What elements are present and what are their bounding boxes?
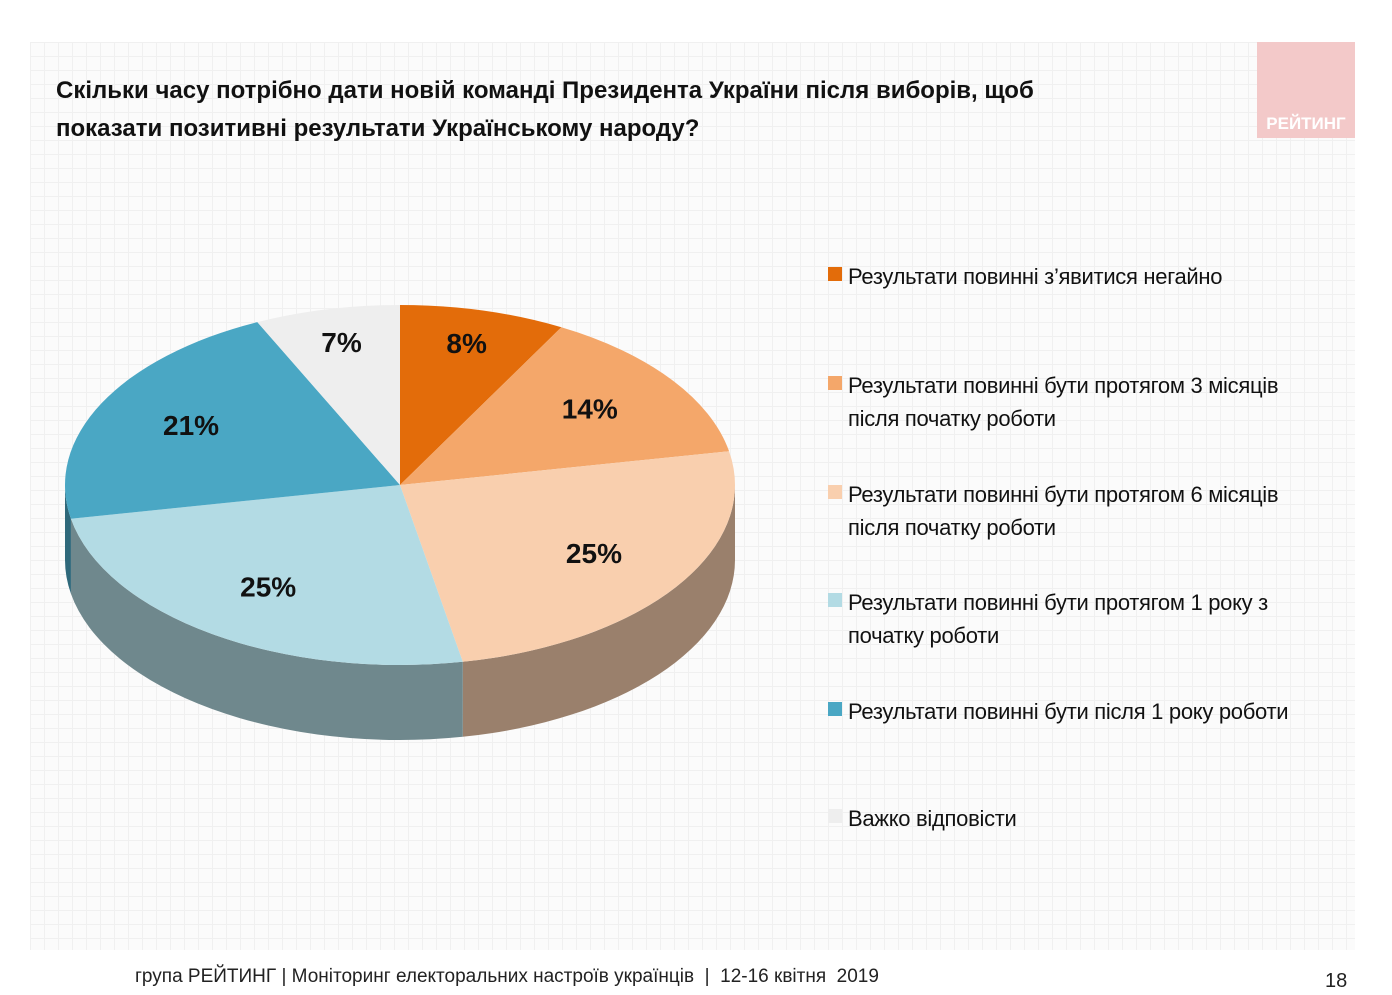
pie-slice (400, 451, 735, 662)
data-label: 7% (321, 327, 362, 358)
pie-side (462, 485, 735, 737)
data-label: 8% (446, 328, 487, 359)
legend-item: Результати повинні бути протягом 3 місяц… (828, 369, 1328, 435)
logo: РЕЙТИНГ (1257, 42, 1355, 138)
legend-item: Результати повинні з’явитися негайно (828, 260, 1328, 293)
pie-slice (70, 485, 463, 665)
legend-item: Важко відповісти (828, 802, 1328, 835)
legend-label: Важко відповісти (848, 806, 1017, 831)
legend-marker (828, 702, 842, 716)
data-label: 25% (566, 538, 622, 569)
legend-label: Результати повинні бути протягом 6 місяц… (848, 482, 1279, 540)
legend-label: Результати повинні бути протягом 1 року … (848, 590, 1268, 648)
footer: група РЕЙТИНГ | Моніторинг електоральних… (135, 966, 879, 987)
chart-title: Скільки часу потрібно дати новій команді… (56, 77, 1034, 142)
legend-marker (828, 267, 842, 281)
pie-slice (400, 305, 562, 485)
legend-item: Результати повинні бути протягом 6 місяц… (828, 478, 1328, 544)
legend-item: Результати повинні бути після 1 року роб… (828, 695, 1328, 728)
data-label: 14% (562, 393, 618, 424)
legend-marker (828, 485, 842, 499)
pie-slice (400, 327, 730, 485)
pie-side (65, 485, 71, 594)
pie-side (70, 518, 463, 740)
data-label: 21% (163, 410, 219, 441)
pie-slice (64, 322, 400, 519)
pie-slice (257, 305, 400, 485)
legend-item: Результати повинні бути протягом 1 року … (828, 586, 1328, 652)
legend-label: Результати повинні з’явитися негайно (848, 264, 1223, 289)
legend-marker (828, 593, 842, 607)
legend-label: Результати повинні бути протягом 3 місяц… (848, 373, 1279, 431)
data-label: 25% (240, 572, 296, 603)
legend-marker (828, 809, 842, 823)
legend-label: Результати повинні бути після 1 року роб… (848, 699, 1289, 724)
page-number: 18 (1325, 970, 1348, 992)
legend-marker (828, 376, 842, 390)
